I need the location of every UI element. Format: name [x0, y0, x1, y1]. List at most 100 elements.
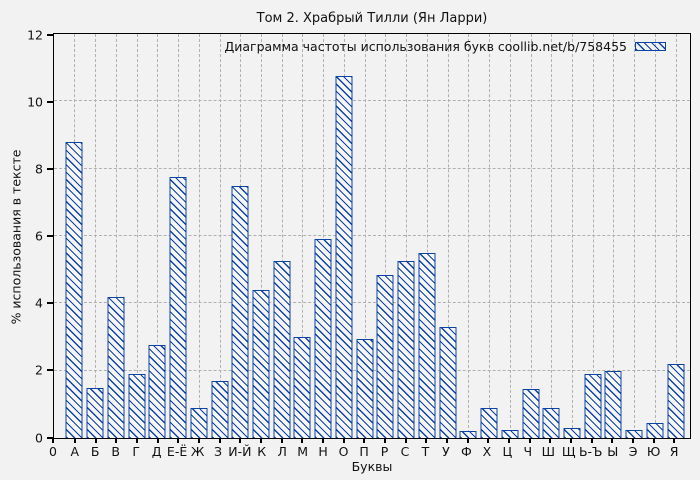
x-tick-slot: [664, 438, 685, 443]
bar: [584, 374, 602, 438]
x-tick-label: Я: [669, 444, 679, 459]
bar-slot: [375, 34, 396, 438]
bar: [418, 252, 436, 438]
bar: [231, 185, 249, 438]
y-tick-mark: [47, 369, 53, 372]
bar: [86, 387, 104, 438]
x-tick-label: Ю: [646, 444, 661, 459]
x-tick-label: Т: [421, 444, 430, 459]
x-tick-slot: [457, 438, 478, 443]
x-tick-label: Е-Ё: [166, 444, 188, 459]
bar: [314, 239, 332, 438]
vertical-gridline: [530, 34, 532, 438]
horizontal-gridline: [54, 100, 690, 102]
x-tick-slot: [168, 438, 189, 443]
x-tick-label: Ж: [190, 444, 205, 459]
x-tick-label: С: [400, 444, 410, 459]
x-tick-mark: [259, 438, 262, 443]
bar-slot: [105, 34, 126, 438]
bar: [667, 363, 685, 438]
vertical-gridline: [406, 34, 408, 438]
x-tick-label: Щ: [561, 444, 576, 459]
vertical-gridline: [489, 34, 491, 438]
bar-slot: [230, 34, 251, 438]
x-tick-label: З: [214, 444, 223, 459]
x-label-row: А Б В Г Д Е-Ё Ж З И-Й К Л М Н О П Р С Т У Ф Х Ц Ч Ш Щ Ь-Ъ Ы Э Ю Я: [65, 444, 685, 459]
bar: [335, 76, 353, 438]
vertical-gridline: [219, 34, 221, 438]
vertical-gridline: [468, 34, 470, 438]
x-tick-slot: [209, 438, 230, 443]
x-tick-mark: [445, 438, 448, 443]
horizontal-gridline: [54, 167, 690, 169]
bar-slot: [64, 34, 85, 438]
y-tick-label: 4: [35, 295, 43, 311]
bar-slot: [665, 34, 686, 438]
x-tick-slot: [395, 438, 416, 443]
y-tick-label: 2: [35, 362, 43, 378]
x-tick-label: Ы: [607, 444, 619, 459]
bar-slot: [313, 34, 334, 438]
x-tick-mark: [301, 438, 304, 443]
x-tick-slot: [313, 438, 334, 443]
bar: [563, 427, 581, 438]
horizontal-gridline: [54, 302, 690, 304]
x-tick-mark: [673, 438, 676, 443]
x-tick-slot: [230, 438, 251, 443]
bar: [190, 407, 208, 438]
x-tick-slot: [147, 438, 168, 443]
bar-slot: [85, 34, 106, 438]
bar: [439, 326, 457, 438]
y-tick-label: 8: [35, 161, 43, 177]
x-tick-slot: [127, 438, 148, 443]
x-tick-mark: [73, 438, 76, 443]
x-tick-slot: [478, 438, 499, 443]
x-tick-slot: [292, 438, 313, 443]
x-tick-mark: [321, 438, 324, 443]
x-tick-mark: [487, 438, 490, 443]
y-tick-mark: [47, 33, 53, 36]
vertical-gridline: [323, 34, 325, 438]
bar-slot: [479, 34, 500, 438]
x-tick-mark: [652, 438, 655, 443]
y-tick-mark: [47, 100, 53, 103]
vertical-gridline: [675, 34, 677, 438]
bar: [604, 370, 622, 438]
x-tick-mark: [363, 438, 366, 443]
x-tick-label: Б: [90, 444, 100, 459]
vertical-gridline: [654, 34, 656, 438]
x-tick-mark: [466, 438, 469, 443]
x-tick-slot: [416, 438, 437, 443]
vertical-gridline: [302, 34, 304, 438]
x-tick-slot: [354, 438, 375, 443]
x-tick-mark: [383, 438, 386, 443]
bar-slot: [354, 34, 375, 438]
x-tick-mark: [115, 438, 118, 443]
x-tick-label: Х: [482, 444, 492, 459]
bars-layer: [64, 34, 686, 438]
x-tick-slot: [602, 438, 623, 443]
x-tick-mark: [94, 438, 97, 443]
bar-slot: [541, 34, 562, 438]
x-tick-slot: [437, 438, 458, 443]
bar: [273, 261, 291, 438]
x-axis-title: Буквы: [351, 459, 393, 474]
x-tick-mark: [197, 438, 200, 443]
y-axis: 0 2 4 6 8 10 12: [0, 28, 53, 444]
x-tick-slot: [375, 438, 396, 443]
bar: [397, 261, 415, 438]
x-tick-label: Р: [380, 444, 389, 459]
x-tick-mark: [590, 438, 593, 443]
x-tick-slot: [561, 438, 582, 443]
origin-tick-label: 0: [49, 444, 57, 459]
chart-title: Том 2. Храбрый Тилли (Ян Ларри): [256, 11, 488, 26]
x-tick-label: Д: [151, 444, 162, 459]
vertical-gridline: [634, 34, 636, 438]
bar-slot: [292, 34, 313, 438]
x-tick-label: К: [257, 444, 267, 459]
legend: Диаграмма частоты использования букв coo…: [224, 39, 666, 54]
x-tick-mark: [404, 438, 407, 443]
y-tick-mark: [47, 235, 53, 237]
vertical-gridline: [157, 34, 159, 438]
x-tick-label: Л: [277, 444, 287, 459]
